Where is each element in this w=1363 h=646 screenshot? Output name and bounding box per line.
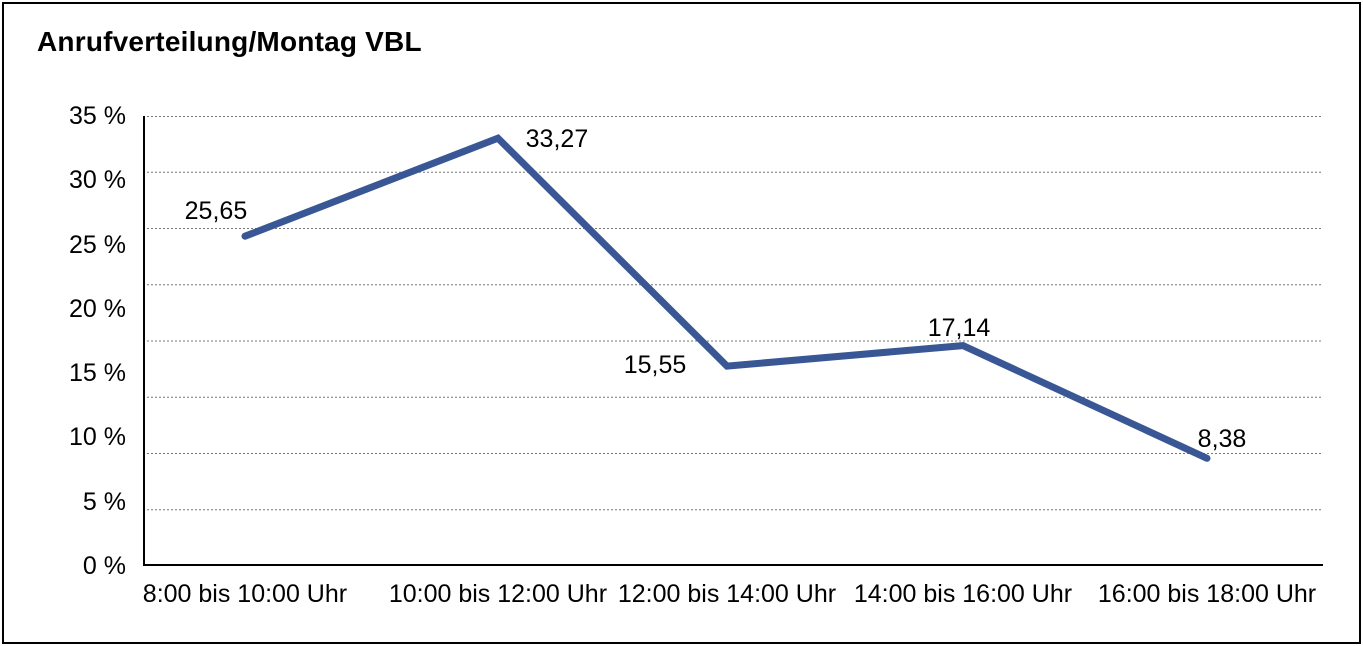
line-chart-plot [143, 116, 1323, 566]
y-tick-label: 35 % [69, 102, 126, 130]
data-point-label: 33,27 [525, 125, 589, 154]
x-tick-label: 12:00 bis 14:00 Uhr [617, 580, 837, 608]
y-tick-label: 0 % [82, 552, 126, 580]
x-tick-label: 10:00 bis 12:00 Uhr [388, 580, 608, 608]
y-tick-label: 30 % [69, 166, 126, 195]
y-tick-label: 10 % [69, 423, 126, 452]
y-tick-label: 20 % [69, 294, 126, 323]
chart-title: Anrufverteilung/Montag VBL [37, 26, 422, 57]
x-tick-label: 16:00 bis 18:00 Uhr [1097, 580, 1317, 608]
y-tick-label: 25 % [69, 230, 126, 259]
y-tick-label: 5 % [82, 487, 126, 516]
data-point-label: 15,55 [623, 351, 687, 380]
data-point-label: 17,14 [927, 313, 991, 342]
data-point-label: 8,38 [1197, 425, 1247, 454]
data-point-label: 25,65 [184, 197, 248, 226]
data-series-line [241, 134, 1211, 462]
x-tick-label: 14:00 bis 16:00 Uhr [853, 580, 1073, 608]
y-tick-label: 15 % [69, 359, 126, 388]
x-tick-label: 8:00 bis 10:00 Uhr [142, 580, 348, 608]
